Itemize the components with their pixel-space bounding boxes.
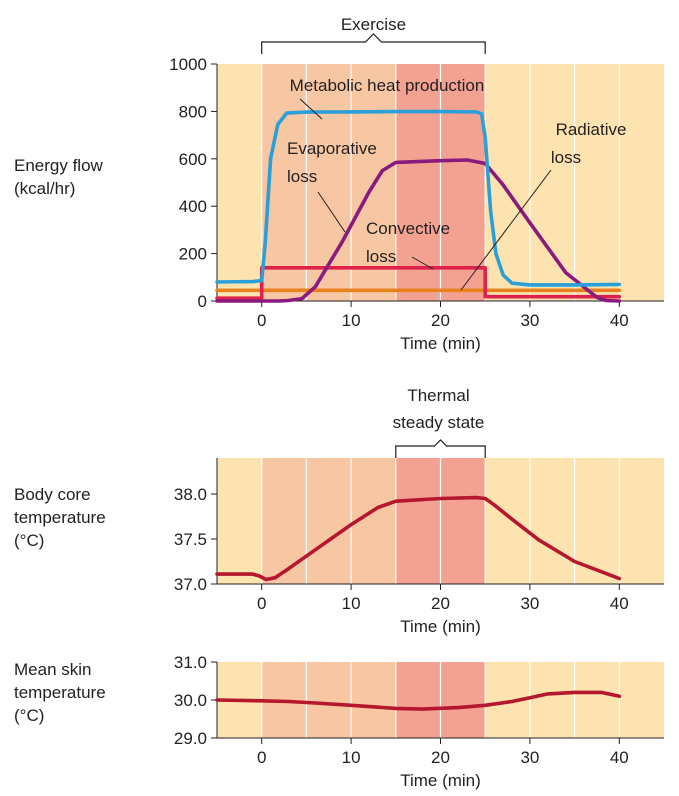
steady-state-label-line2: steady state [393,413,485,432]
y-tick-label: 200 [179,245,207,264]
y-tick-label: 29.0 [174,729,207,748]
evaporative-label-line1: Evaporative [287,139,377,158]
x-tick-label: 40 [610,594,629,613]
y-axis-label: temperature [14,683,106,702]
convective-label-line2: loss [366,247,396,266]
x-tick-label: 0 [257,594,266,613]
metabolic-leader [299,98,323,120]
y-axis-label: (°C) [14,706,44,725]
x-tick-label: 20 [431,594,450,613]
y-tick-label: 37.0 [174,575,207,594]
y-tick-label: 1000 [169,55,207,74]
x-tick-label: 40 [610,748,629,767]
y-axis-label: Mean skin [14,660,91,679]
convective-label-line1: Convective [366,219,450,238]
convective-loss-line [215,266,622,300]
metabolic-label: Metabolic heat production [290,76,485,95]
y-axis-label: (kcal/hr) [14,179,75,198]
x-tick-label: 10 [342,748,361,767]
y-axis-label: temperature [14,508,106,527]
y-axis-label: Body core [14,485,91,504]
exercise-band-1 [261,458,396,584]
x-tick-label: 30 [520,594,539,613]
evaporative-leader [317,191,346,233]
y-tick-label: 38.0 [174,485,207,504]
data-series [215,109,622,711]
y-axis-label: (°C) [14,531,44,550]
metabolic-heat-production-line [215,109,622,287]
radiative-label-line1: Radiative [556,120,627,139]
steady-state-bracket [395,439,486,458]
x-tick-label: 0 [257,748,266,767]
x-axis-label: Time (min) [400,617,481,636]
body-core-temperature-line [215,495,622,582]
x-axis-label: Time (min) [400,334,481,353]
x-tick-label: 10 [342,311,361,330]
exercise-bracket [261,33,486,54]
y-tick-label: 800 [179,102,207,121]
x-axis-label: Time (min) [400,771,481,790]
evaporative-loss-line [215,158,622,303]
x-tick-label: 30 [520,748,539,767]
y-tick-label: 31.0 [174,653,207,672]
y-tick-label: 400 [179,197,207,216]
x-tick-label: 20 [431,748,450,767]
radiative-label-line2: loss [551,148,581,167]
y-tick-label: 37.5 [174,530,207,549]
x-tick-label: 0 [257,311,266,330]
x-tick-label: 10 [342,594,361,613]
mean-skin-temperature-line [215,690,622,711]
exercise-label: Exercise [341,15,406,34]
x-tick-label: 20 [431,311,450,330]
steady-state-label-line1: Thermal [407,386,469,405]
radiative-leader [460,169,552,291]
y-tick-label: 30.0 [174,691,207,710]
x-tick-label: 40 [610,311,629,330]
y-axis-label: Energy flow [14,156,104,175]
convective-leader [411,256,434,270]
evaporative-label-line2: loss [287,167,317,186]
y-tick-label: 600 [179,150,207,169]
x-tick-label: 30 [520,311,539,330]
y-tick-label: 0 [198,292,207,311]
